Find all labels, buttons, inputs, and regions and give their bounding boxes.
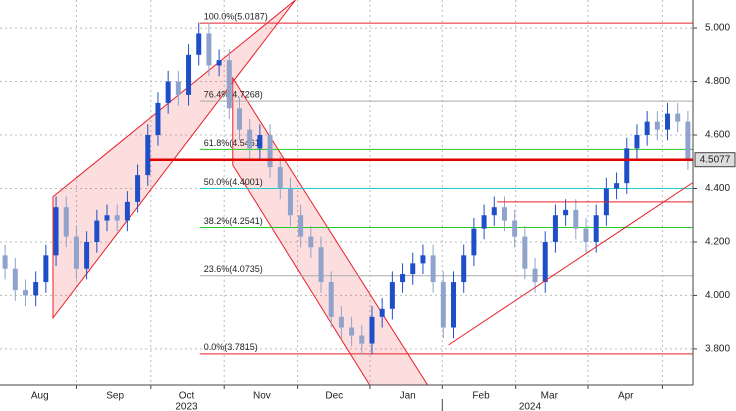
y-tick-label: 4.000 — [705, 290, 730, 301]
candle-body — [94, 220, 100, 242]
candle-body — [471, 228, 477, 256]
fib-label: 61.8%(4.5461) — [204, 138, 263, 148]
x-tick-label: Apr — [618, 391, 634, 402]
x-tick-label: Aug — [31, 391, 49, 402]
candle-body — [124, 201, 130, 221]
candle-body — [593, 215, 599, 242]
candle-body — [308, 236, 314, 248]
candle-body — [84, 241, 90, 269]
year-label: 2023 — [175, 402, 198, 411]
y-tick-label: 4.400 — [705, 183, 730, 194]
candle-body — [12, 268, 18, 291]
candle-body — [461, 255, 467, 283]
y-tick-label: 4.200 — [705, 237, 730, 248]
candle-body — [338, 316, 344, 328]
trend-channel — [52, 0, 296, 320]
candle-body — [186, 54, 192, 95]
candle-body — [583, 228, 589, 242]
candle-body — [369, 316, 375, 344]
candle-body — [175, 81, 181, 95]
candle-body — [654, 121, 660, 130]
fib-label: 76.4%(4.7268) — [204, 89, 263, 99]
candle-body — [145, 135, 151, 176]
candle-body — [43, 255, 49, 283]
candle-body — [542, 241, 548, 283]
candle-body — [318, 247, 324, 283]
candle-body — [614, 183, 620, 189]
candle-body — [410, 263, 416, 275]
fib-label: 0.0%(3.7815) — [204, 342, 258, 352]
candle-body — [563, 209, 569, 216]
candle-body — [206, 33, 212, 66]
x-tick-label: Sep — [106, 391, 124, 402]
candle-body — [114, 215, 120, 221]
candle-body — [552, 215, 558, 242]
candle-body — [196, 33, 202, 55]
candle-body — [226, 60, 232, 109]
candle-body — [22, 290, 28, 296]
candle-body — [400, 274, 406, 283]
candle-body — [247, 129, 253, 149]
candle-body — [298, 215, 304, 237]
x-tick-label: Mar — [541, 391, 559, 402]
trend-line — [448, 182, 693, 346]
candle-body — [2, 255, 8, 269]
x-tick-label: Nov — [253, 391, 271, 402]
candle-body — [481, 215, 487, 229]
candle-body — [53, 207, 59, 256]
trend-channel — [232, 76, 429, 386]
candle-body — [379, 308, 385, 317]
year-label: 2024 — [519, 402, 542, 411]
candle-body — [63, 207, 69, 237]
candle-body — [420, 255, 426, 264]
candle-body — [33, 282, 39, 296]
y-tick-label: 4.600 — [705, 130, 730, 141]
y-tick-label: 5.000 — [705, 23, 730, 34]
y-tick-label: 3.800 — [705, 344, 730, 355]
candle-body — [634, 135, 640, 149]
x-tick-label: Jan — [400, 391, 416, 402]
candle-body — [135, 175, 141, 202]
candle-body — [512, 220, 518, 237]
candle-body — [359, 335, 365, 344]
candle-body — [675, 113, 681, 122]
price-box — [694, 152, 736, 168]
candle-body — [216, 60, 222, 66]
fib-label: 100.0%(5.0187) — [204, 11, 268, 21]
candle-body — [349, 327, 355, 336]
candle-body — [389, 282, 395, 309]
candle-body — [277, 167, 283, 189]
fib-label: 50.0%(4.4001) — [204, 177, 263, 187]
candle-body — [522, 236, 528, 269]
candle-body — [430, 255, 436, 283]
candle-body — [624, 148, 630, 184]
candle-body — [665, 113, 671, 130]
candle-body — [236, 108, 242, 130]
candle-body — [573, 209, 579, 229]
candle-body — [328, 282, 334, 317]
candle-body — [501, 207, 507, 221]
fib-label: 23.6%(4.0735) — [204, 264, 263, 274]
candle-body — [491, 207, 497, 216]
fib-label: 38.2%(4.2541) — [204, 216, 263, 226]
candle-body — [532, 268, 538, 283]
candle-body — [644, 121, 650, 136]
candle-body — [440, 282, 446, 328]
candle-body — [155, 102, 161, 136]
candle-body — [104, 215, 110, 221]
candle-body — [451, 282, 457, 328]
candle-body — [267, 135, 273, 168]
candle-body — [73, 236, 79, 269]
x-tick-label: Dec — [325, 391, 343, 402]
current-price-label: 4.5077 — [700, 154, 731, 165]
candle-body — [257, 135, 263, 149]
x-tick-label: Oct — [179, 391, 195, 402]
x-tick-label: Feb — [472, 391, 490, 402]
candle-body — [165, 81, 171, 103]
candle-body — [287, 188, 293, 216]
candle-body — [685, 121, 691, 160]
y-tick-label: 4.800 — [705, 76, 730, 87]
